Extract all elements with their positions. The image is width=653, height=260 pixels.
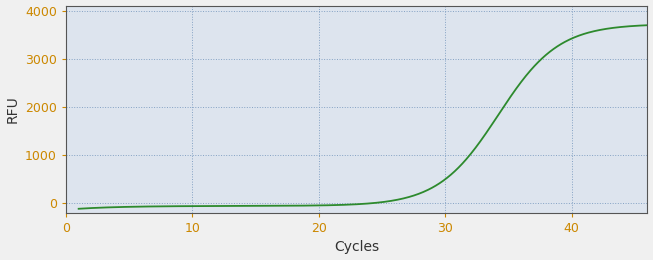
Y-axis label: RFU: RFU <box>6 95 20 123</box>
X-axis label: Cycles: Cycles <box>334 240 379 255</box>
